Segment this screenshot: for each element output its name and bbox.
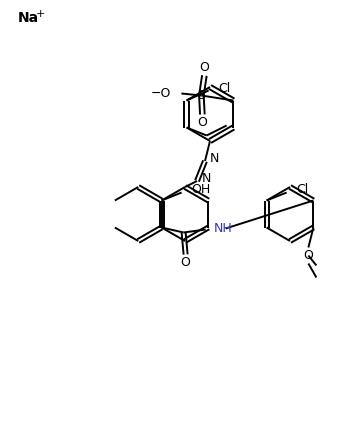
- Text: O: O: [303, 249, 313, 262]
- Text: S: S: [197, 89, 206, 102]
- Text: +: +: [36, 9, 45, 19]
- Text: N: N: [209, 152, 219, 165]
- Text: O: O: [197, 116, 207, 129]
- Text: Cl: Cl: [219, 82, 231, 95]
- Text: NH: NH: [213, 222, 232, 235]
- Text: Na: Na: [18, 11, 39, 25]
- Text: OH: OH: [192, 183, 211, 196]
- Text: O: O: [181, 256, 190, 269]
- Text: Cl: Cl: [297, 183, 309, 196]
- Text: N: N: [201, 172, 211, 185]
- Text: −O: −O: [151, 87, 171, 100]
- Text: O: O: [199, 61, 209, 74]
